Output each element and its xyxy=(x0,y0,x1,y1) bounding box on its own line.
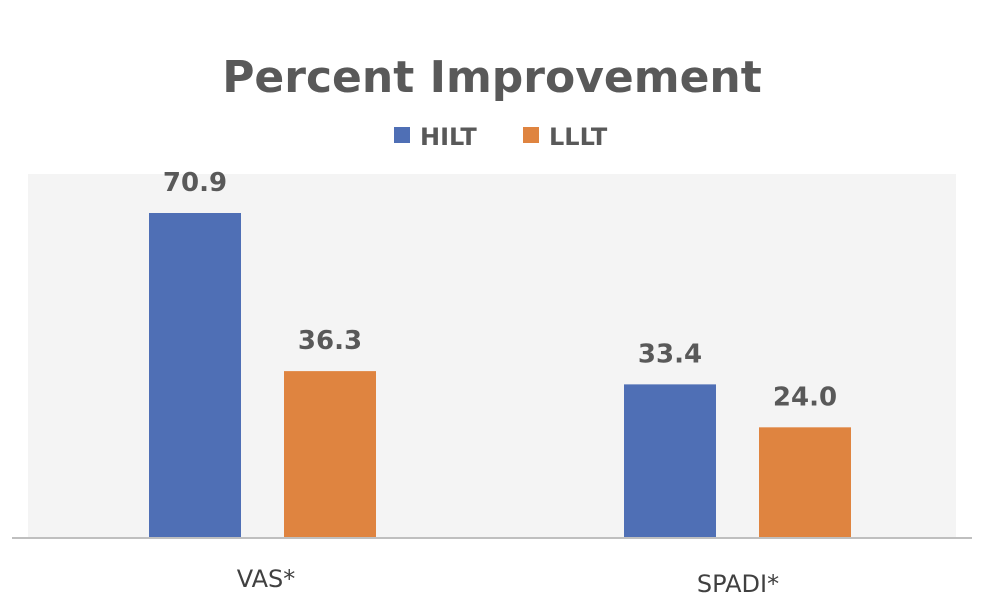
legend-label-hilt: HILT xyxy=(420,123,477,151)
legend-swatch-lllt xyxy=(523,127,539,143)
data-label-lllt-spadi: 24.0 xyxy=(773,382,837,412)
category-label-vas: VAS* xyxy=(237,565,296,593)
category-label-spadi: SPADI* xyxy=(697,570,779,598)
data-label-hilt-vas: 70.9 xyxy=(163,168,227,198)
legend-label-lllt: LLLT xyxy=(549,123,608,151)
category-label-group: VAS* SPADI* xyxy=(237,565,779,598)
bar-lllt-spadi xyxy=(759,427,851,537)
bar-group xyxy=(149,213,851,537)
bar-hilt-spadi xyxy=(624,384,716,537)
legend-swatch-hilt xyxy=(394,127,410,143)
data-label-lllt-vas: 36.3 xyxy=(298,326,362,356)
chart-title: Percent Improvement xyxy=(222,52,762,103)
data-label-group: 70.9 36.3 33.4 24.0 xyxy=(163,168,837,412)
data-label-hilt-spadi: 33.4 xyxy=(638,339,702,369)
bar-hilt-vas xyxy=(149,213,241,537)
bar-lllt-vas xyxy=(284,371,376,537)
legend: HILT LLLT xyxy=(394,123,608,151)
